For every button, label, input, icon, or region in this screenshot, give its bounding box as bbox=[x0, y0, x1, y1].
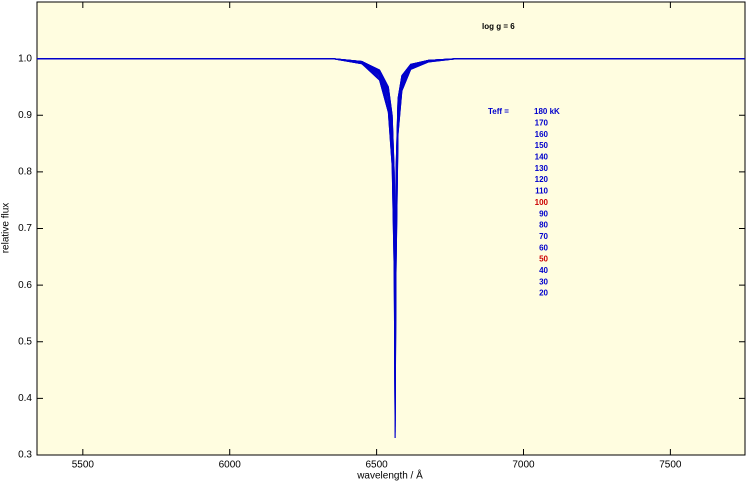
legend-label: 160 bbox=[535, 130, 549, 139]
annotation: log g = 6 bbox=[482, 22, 515, 31]
legend-label: 170 bbox=[535, 118, 549, 127]
legend-label: 40 bbox=[539, 266, 548, 275]
x-tick-label: 7500 bbox=[659, 460, 682, 471]
y-tick-label: 0.6 bbox=[18, 280, 32, 291]
y-tick-label: 0.5 bbox=[18, 336, 32, 347]
y-tick-label: 0.8 bbox=[18, 167, 32, 178]
legend-label: 100 bbox=[535, 198, 549, 207]
legend-label: 140 bbox=[535, 153, 549, 162]
x-tick-label: 7000 bbox=[512, 460, 535, 471]
y-axis-label: relative flux bbox=[1, 203, 12, 254]
y-tick-label: 0.4 bbox=[18, 393, 32, 404]
x-axis-label: wavelength / Å bbox=[356, 469, 423, 482]
legend-label: 120 bbox=[535, 175, 549, 184]
legend-label: 150 bbox=[535, 141, 549, 150]
legend-title: Teff = bbox=[488, 107, 509, 116]
x-tick-label: 6500 bbox=[365, 460, 388, 471]
legend-label: 50 bbox=[539, 255, 548, 264]
y-tick-label: 0.9 bbox=[18, 110, 32, 121]
x-tick-label: 6000 bbox=[219, 460, 242, 471]
legend-label: 110 bbox=[535, 187, 548, 196]
y-tick-label: 1.0 bbox=[18, 53, 32, 64]
legend-label: 90 bbox=[539, 209, 548, 218]
legend-label: 20 bbox=[539, 289, 548, 298]
legend-label: 130 bbox=[535, 164, 549, 173]
x-tick-label: 5500 bbox=[72, 460, 95, 471]
y-tick-label: 0.7 bbox=[18, 223, 32, 234]
plot-area bbox=[36, 1, 746, 456]
legend-label: 180 kK bbox=[534, 107, 560, 116]
legend-label: 80 bbox=[539, 221, 548, 230]
legend-label: 30 bbox=[539, 277, 548, 286]
legend-label: 60 bbox=[539, 243, 548, 252]
y-tick-label: 0.3 bbox=[18, 450, 32, 461]
legend-label: 70 bbox=[539, 232, 548, 241]
